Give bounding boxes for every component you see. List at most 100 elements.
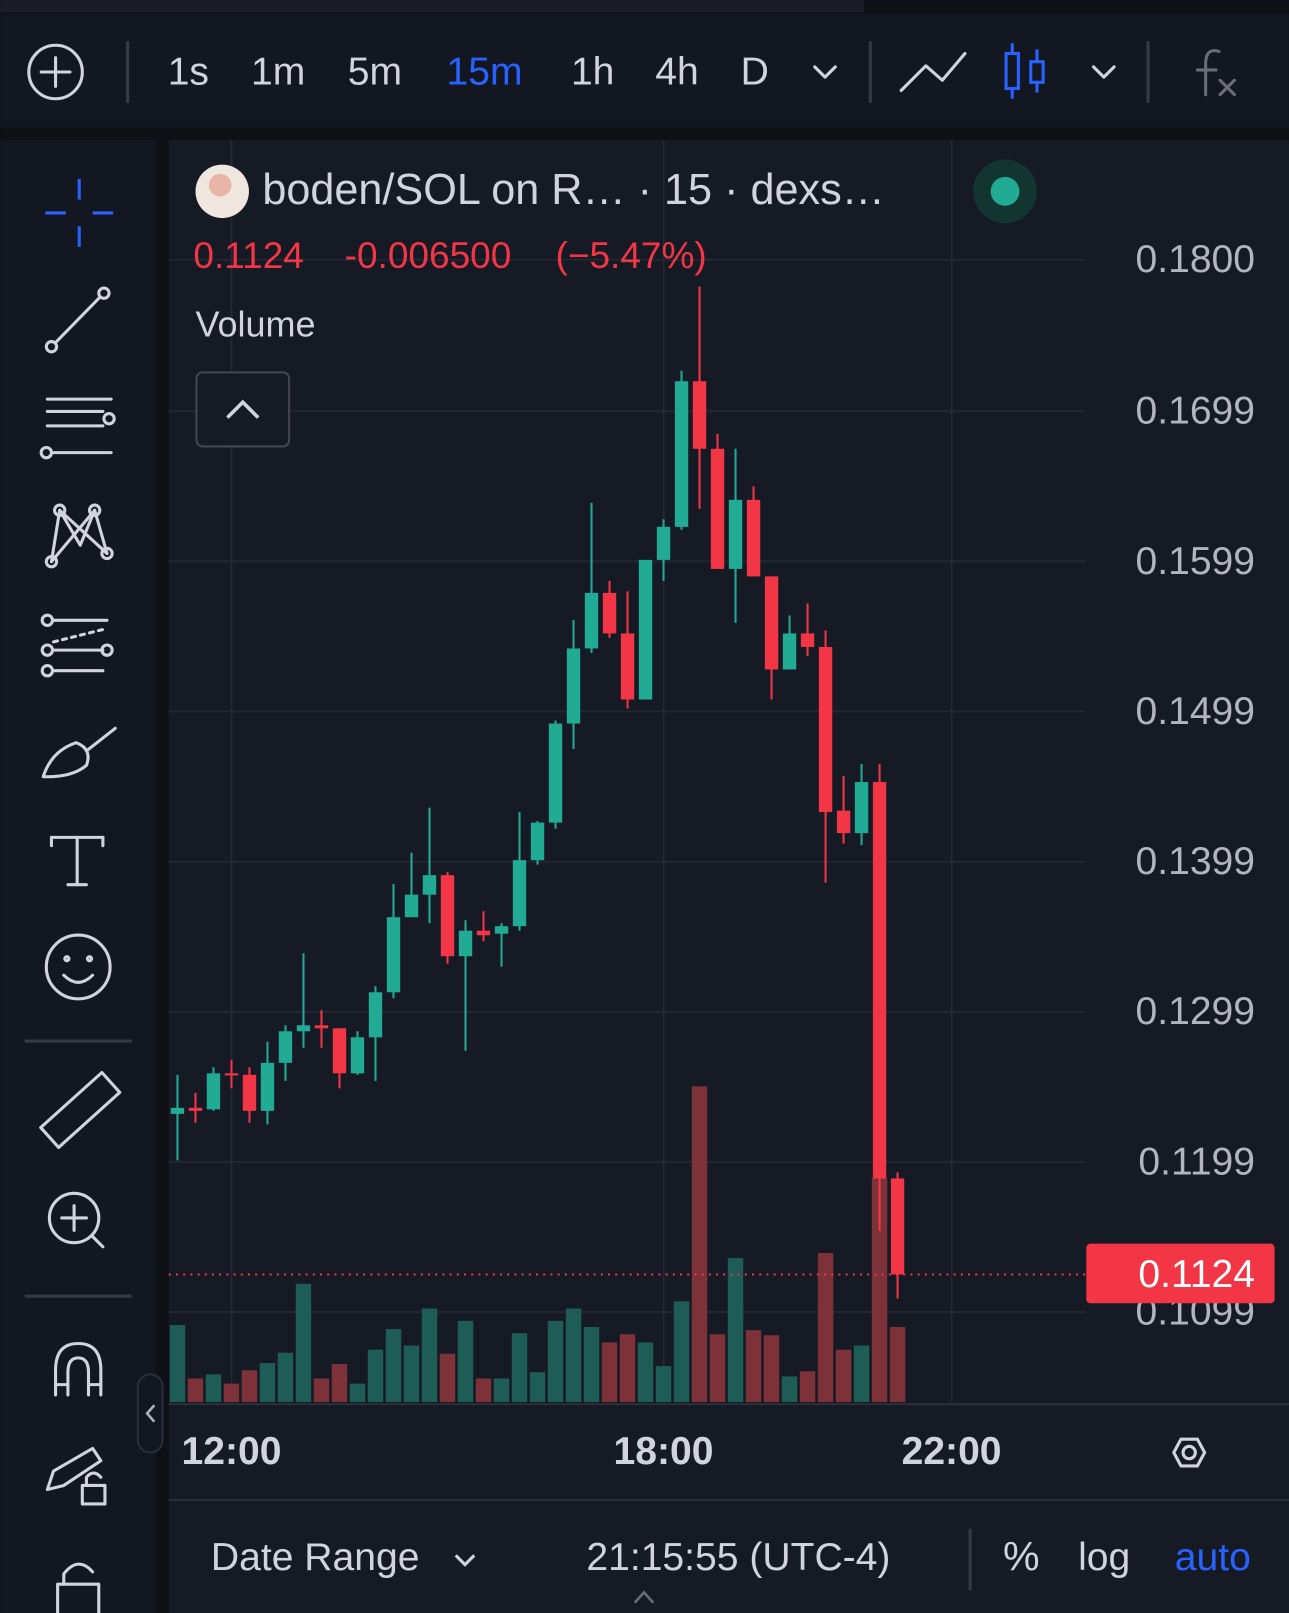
volume-bar	[727, 1258, 744, 1403]
y-tick-label: 0.1299	[1136, 990, 1256, 1033]
volume-bar	[421, 1308, 438, 1403]
horizontal-lines-tool[interactable]	[39, 397, 116, 460]
volume-bar	[169, 1324, 186, 1403]
candle-chart-button[interactable]	[1004, 43, 1045, 99]
candle-body	[278, 1031, 293, 1063]
candle-body	[512, 860, 527, 927]
candle-body	[548, 723, 563, 823]
candle-body	[602, 592, 617, 634]
top-toolbar	[0, 14, 1289, 128]
trend-line-tool[interactable]	[44, 286, 111, 354]
log-toggle[interactable]: log	[1078, 1536, 1130, 1579]
y-tick-label: 0.1199	[1138, 1140, 1255, 1183]
collapse-legend[interactable]	[195, 371, 291, 448]
candle-body	[818, 646, 833, 813]
candle-body	[656, 526, 671, 560]
y-tick-label: 0.1800	[1136, 238, 1256, 281]
toolbar-collapse[interactable]	[136, 1373, 164, 1454]
date-range[interactable]: Date Range	[211, 1536, 420, 1579]
volume-bar	[241, 1370, 258, 1403]
y-tick-label: 0.1599	[1136, 540, 1256, 583]
candle-body	[224, 1073, 239, 1076]
status-strip	[0, 0, 865, 13]
emoji-tool[interactable]	[44, 933, 112, 1001]
zoom-tool[interactable]	[47, 1191, 105, 1249]
pattern-tool[interactable]	[44, 503, 114, 569]
volume-bar	[511, 1333, 528, 1403]
price-change-percent: (−5.47%)	[556, 234, 707, 276]
volume-bar	[187, 1378, 204, 1403]
volume-bar	[799, 1371, 816, 1403]
timeframe-button[interactable]: 1h	[571, 50, 614, 93]
volume-bar	[475, 1378, 492, 1403]
forecast-tool[interactable]	[40, 613, 114, 678]
candle-body	[386, 917, 401, 993]
volume-bar	[637, 1342, 654, 1403]
y-tick-label: 0.1399	[1136, 840, 1256, 883]
y-tick-label: 0.1699	[1136, 390, 1256, 433]
add-button[interactable]	[27, 43, 84, 101]
timeframe-button[interactable]: D	[741, 50, 769, 93]
candle-body	[242, 1074, 257, 1111]
candle-body	[422, 875, 437, 895]
timeframe-button[interactable]: 5m	[348, 50, 402, 93]
timeframe-button[interactable]: 1s	[168, 50, 209, 93]
candle-body	[314, 1025, 329, 1029]
volume-bar	[457, 1320, 474, 1403]
line-chart-button[interactable]	[899, 51, 967, 93]
avatar-face	[208, 173, 232, 197]
candle-body	[494, 926, 509, 934]
volume-bar	[385, 1329, 402, 1403]
timeframe-button[interactable]: 15m	[446, 50, 522, 93]
volume-bar	[853, 1345, 870, 1403]
volume-bar	[835, 1349, 852, 1403]
candle-body	[440, 875, 455, 957]
settings-button[interactable]	[1172, 1437, 1207, 1468]
drawing-tools	[24, 178, 132, 1613]
last-price-box	[1086, 1243, 1275, 1304]
market-status	[990, 176, 1020, 206]
timeframes: 1s 1m 5m 15m 1h 4h D	[168, 50, 769, 93]
volume-bar	[655, 1366, 672, 1403]
clock[interactable]: 21:15:55 (UTC-4)	[586, 1536, 890, 1579]
ruler-tool[interactable]	[39, 1070, 122, 1149]
text-tool[interactable]	[49, 835, 105, 887]
chart-type-dropdown[interactable]	[1091, 65, 1116, 79]
grid	[168, 139, 1086, 1403]
y-tick-label: 0.1499	[1136, 690, 1256, 733]
last-price-label: 0.1124	[1138, 1253, 1255, 1296]
percent-toggle[interactable]: %	[1003, 1533, 1040, 1579]
candle-body	[638, 559, 653, 700]
date-range-arrow	[454, 1554, 476, 1567]
plot	[168, 286, 1086, 1403]
volume-bar	[205, 1374, 222, 1403]
volume-bar	[691, 1086, 708, 1403]
auto-toggle[interactable]: auto	[1175, 1536, 1251, 1579]
candle-body	[620, 633, 635, 700]
candle-body	[764, 576, 779, 670]
volume-bar	[619, 1334, 636, 1403]
candle-body	[728, 499, 743, 569]
volume-bar	[295, 1283, 312, 1403]
lock-drawings-tool[interactable]	[45, 1446, 107, 1506]
candle-body	[530, 822, 545, 861]
candle-body	[800, 633, 815, 647]
candle-body	[890, 1178, 905, 1275]
volume-bar	[547, 1320, 564, 1403]
crosshair-tool[interactable]	[45, 178, 114, 247]
timeframe-button[interactable]: 4h	[655, 50, 698, 93]
volume-bar	[673, 1301, 690, 1403]
candle-body	[188, 1107, 203, 1111]
volume-bar	[493, 1378, 510, 1403]
timeframe-button[interactable]: 1m	[251, 50, 305, 93]
collapse-arrow	[145, 1404, 156, 1423]
brush-tool[interactable]	[41, 726, 117, 779]
lock-tool[interactable]	[56, 1562, 101, 1613]
timeframe-dropdown[interactable]	[813, 65, 837, 79]
indicators-button[interactable]	[1195, 49, 1237, 97]
candle-body	[260, 1062, 275, 1111]
candle-body	[836, 810, 851, 834]
candle-body	[584, 592, 599, 649]
magnet-tool[interactable]	[54, 1341, 103, 1397]
